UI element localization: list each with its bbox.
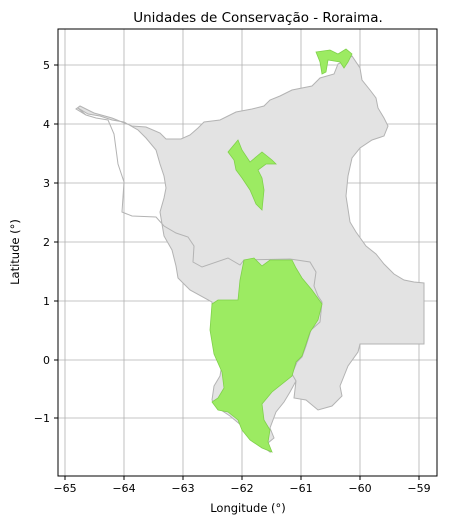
x-tick-label: −60: [348, 482, 371, 495]
axes-frame: [57, 28, 438, 477]
conservation-units: [209, 48, 353, 453]
conservation-unit-north: [315, 48, 353, 75]
x-tick-label: −61: [289, 482, 312, 495]
x-axis: [64, 476, 420, 480]
conservation-unit-south: [209, 257, 323, 453]
roraima-state-boundary: [75, 55, 425, 454]
x-axis-label: Longitude (°): [210, 501, 286, 515]
x-tick-label: −64: [112, 482, 135, 495]
map-title: Unidades de Conservação - Roraima.: [133, 10, 383, 26]
y-tick-label: 3: [43, 177, 50, 190]
y-tick-label: −1: [34, 412, 50, 425]
x-tick-label: −63: [171, 482, 194, 495]
x-tick-label: −59: [407, 482, 430, 495]
y-tick-label: 1: [43, 295, 50, 308]
y-tick-label: 0: [43, 354, 50, 367]
y-tick-label: 2: [43, 236, 50, 249]
y-axis-label: Latitude (°): [8, 219, 22, 285]
y-axis: [54, 64, 58, 419]
y-tick-label: 4: [43, 118, 50, 131]
x-tick-label: −62: [230, 482, 253, 495]
conservation-unit-center-north: [227, 139, 277, 211]
y-tick-label: 5: [43, 59, 50, 72]
x-tick-label: −65: [53, 482, 76, 495]
